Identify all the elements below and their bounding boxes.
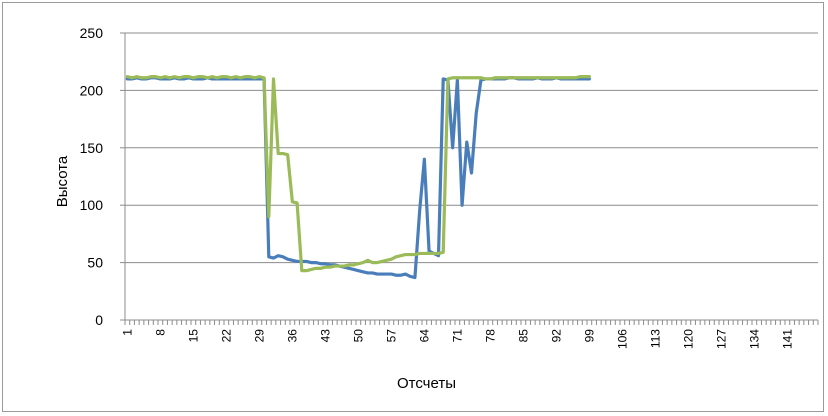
x-axis-title: Отсчеты [397,375,456,392]
x-tick-label-15: 15 [186,329,200,343]
y-tick-label-0: 0 [95,312,103,328]
x-tick-label-22: 22 [219,329,233,343]
series-lines [125,75,591,280]
x-tick-label-71: 71 [450,329,464,343]
chart-frame [2,2,824,412]
y-tick-label-50: 50 [87,255,103,271]
y-tick-label-250: 250 [80,25,104,41]
x-tick-label-92: 92 [549,329,563,343]
x-tick-label-64: 64 [417,329,431,343]
y-tick-label-100: 100 [80,197,104,213]
x-tick-label-120: 120 [681,329,695,349]
axes [120,32,819,325]
x-tick-label-113: 113 [648,329,662,348]
x-tick-label-141: 141 [780,329,794,349]
y-tick-labels: 0 50 100 150 200 250 [80,25,104,328]
x-tick-labels: 1 8 15 22 29 36 43 50 57 64 71 78 85 92 99 106 113 120 127… [120,329,794,349]
x-tick-label-78: 78 [483,329,497,343]
x-tick-label-134: 134 [747,329,761,349]
x-tick-label-106: 106 [615,329,629,349]
x-tick-label-36: 36 [285,329,299,343]
x-tick-label-8: 8 [153,329,167,336]
x-tick-label-1: 1 [120,329,134,336]
gridlines [125,32,818,264]
x-tick-label-127: 127 [714,329,728,349]
series-line-2 [125,75,591,273]
y-axis-title: Высота [54,155,71,207]
x-tick-label-85: 85 [516,329,530,343]
y-tick-label-200: 200 [80,82,104,98]
x-tick-label-29: 29 [252,329,266,343]
x-tick-label-99: 99 [582,329,596,343]
series-line-1 [125,76,591,280]
y-tick-label-150: 150 [80,140,104,156]
x-tick-label-57: 57 [384,329,398,343]
x-tick-label-43: 43 [318,329,332,343]
x-tick-label-50: 50 [351,329,365,343]
